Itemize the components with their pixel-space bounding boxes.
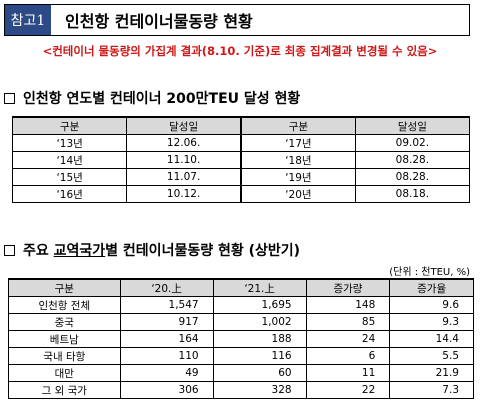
table-cell: 5.5: [389, 347, 474, 365]
table-cell: 6: [305, 347, 391, 365]
table-header-row: 구분 ‘20.上 ‘21.上 증가량 증가율: [8, 278, 474, 297]
row-label: 그 외 국가: [8, 381, 121, 399]
table-row: 국내 타항 110 116 6 5.5: [8, 347, 474, 365]
table-cell: ‘13년: [11, 134, 128, 152]
table-cell: 60: [212, 364, 307, 382]
row-label: 대만: [8, 364, 121, 382]
table-row: ‘16년 10.12. ‘20년 08.18.: [11, 185, 471, 203]
table-row: 베트남 164 188 24 14.4: [8, 330, 474, 348]
table-cell: 21.9: [389, 364, 474, 382]
table-cell: ‘14년: [11, 151, 128, 169]
table-cell: 11.07.: [126, 168, 242, 186]
table-cell: ‘19년: [239, 168, 356, 186]
column-header: 증가량: [305, 278, 391, 297]
table-cell: 328: [212, 381, 307, 399]
table-header-row: 구분 달성일 구분 달성일: [11, 116, 471, 135]
table-cell: 116: [212, 347, 307, 365]
column-header: 구분: [239, 116, 356, 135]
table-cell: 1,002: [212, 313, 307, 331]
trade-volume-table: 구분 ‘20.上 ‘21.上 증가량 증가율 인천항 전체 1,547 1,69…: [8, 278, 474, 399]
checkbox-bullet-icon: [4, 244, 15, 256]
table-cell: 1,547: [119, 296, 214, 314]
table-cell: 08.18.: [354, 185, 471, 203]
column-header: ‘21.上: [212, 278, 307, 297]
table-cell: 08.28.: [354, 168, 471, 186]
table-cell: 1,695: [212, 296, 307, 314]
reference-tag: 참고1: [5, 5, 51, 35]
table-row: ‘13년 12.06. ‘17년 09.02.: [11, 134, 471, 152]
table-cell: ‘17년: [239, 134, 356, 152]
section2-title-pre: 주요: [23, 243, 54, 259]
milestone-table: 구분 달성일 구분 달성일 ‘13년 12.06. ‘17년 09.02. ‘1…: [11, 116, 471, 203]
row-label: 인천항 전체: [8, 296, 121, 314]
unit-label: (단위 : 천TEU, %): [389, 267, 470, 278]
table-cell: 11: [305, 364, 391, 382]
table-cell: 164: [119, 330, 214, 348]
checkbox-bullet-icon: [4, 92, 15, 104]
table-cell: 188: [212, 330, 307, 348]
table-row: ‘14년 11.10. ‘18년 08.28.: [11, 151, 471, 169]
table-cell: 306: [119, 381, 214, 399]
header-box: 참고1 인천항 컨테이너물동량 현황: [4, 4, 470, 36]
table-cell: 85: [305, 313, 391, 331]
table-row: 그 외 국가 306 328 22 7.3: [8, 381, 474, 399]
page-title: 인천항 컨테이너물동량 현황: [65, 12, 253, 31]
section2-title-underlined: 교역국가: [53, 243, 106, 259]
row-label: 베트남: [8, 330, 121, 348]
table-cell: 14.4: [389, 330, 474, 348]
section2-heading: 주요 교역국가 별 컨테이너물동량 현황 (상반기): [4, 240, 300, 260]
table-row: 인천항 전체 1,547 1,695 148 9.6: [8, 296, 474, 314]
table-cell: 110: [119, 347, 214, 365]
table-cell: 12.06.: [126, 134, 242, 152]
column-header: 달성일: [126, 116, 242, 135]
table-cell: 08.28.: [354, 151, 471, 169]
section2-title-post: 별 컨테이너물동량 현황 (상반기): [105, 243, 301, 259]
column-header: ‘20.上: [119, 278, 214, 297]
table-cell: 148: [305, 296, 391, 314]
table-cell: 11.10.: [126, 151, 242, 169]
table-row: ‘15년 11.07. ‘19년 08.28.: [11, 168, 471, 186]
table-cell: 9.3: [389, 313, 474, 331]
section1-heading: 인천항 연도별 컨테이너 200만TEU 달성 현황: [4, 88, 300, 108]
table-row: 중국 917 1,002 85 9.3: [8, 313, 474, 331]
row-label: 국내 타항: [8, 347, 121, 365]
table-cell: 9.6: [389, 296, 474, 314]
column-header: 구분: [8, 278, 121, 297]
table-cell: ‘20년: [239, 185, 356, 203]
table-cell: 24: [305, 330, 391, 348]
table-cell: ‘18년: [239, 151, 356, 169]
table-cell: 49: [119, 364, 214, 382]
disclaimer-note: <컨테이너 물동량의 가집계 결과(8.10. 기준)로 최종 집계결과 변경될…: [42, 44, 438, 58]
table-cell: 7.3: [389, 381, 474, 399]
column-header: 증가율: [389, 278, 474, 297]
table-cell: 10.12.: [126, 185, 242, 203]
table-cell: ‘15년: [11, 168, 128, 186]
table-cell: 09.02.: [354, 134, 471, 152]
section1-title: 인천항 연도별 컨테이너 200만TEU 달성 현황: [23, 91, 301, 107]
table-row: 대만 49 60 11 21.9: [8, 364, 474, 382]
table-cell: ‘16년: [11, 185, 128, 203]
table-cell: 22: [305, 381, 391, 399]
column-header: 구분: [11, 116, 128, 135]
row-label: 중국: [8, 313, 121, 331]
column-header: 달성일: [354, 116, 471, 135]
table-cell: 917: [119, 313, 214, 331]
